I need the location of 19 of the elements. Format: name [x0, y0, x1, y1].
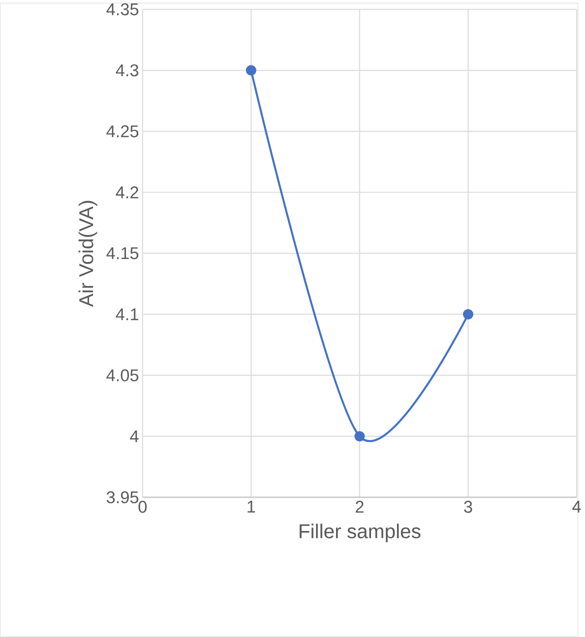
y-tick-label: 4.1 — [116, 308, 138, 320]
y-tick-label: 3.95 — [106, 491, 138, 504]
y-tick-label: 4.15 — [106, 247, 138, 260]
x-tick-label: 1 — [248, 500, 256, 512]
y-axis-title: Air Void(VA) — [78, 200, 98, 307]
x-axis-title: Filler samples — [300, 524, 421, 542]
point — [246, 65, 256, 76]
y-tick-label: 4.2 — [116, 186, 138, 198]
y-tick-label: 4.25 — [106, 125, 138, 138]
point — [354, 431, 365, 442]
x-tick-label: 4 — [572, 500, 582, 512]
y-tick-label: 4.35 — [106, 3, 138, 16]
x-tick-label: 2 — [356, 500, 364, 513]
x-tick-label: 0 — [138, 500, 147, 513]
y-tick-label: 4 — [130, 430, 139, 442]
y-tick-label: 4.3 — [116, 64, 138, 76]
x-tick-label: 3 — [464, 500, 472, 513]
point — [463, 309, 474, 320]
y-tick-label: 4.05 — [106, 369, 138, 382]
